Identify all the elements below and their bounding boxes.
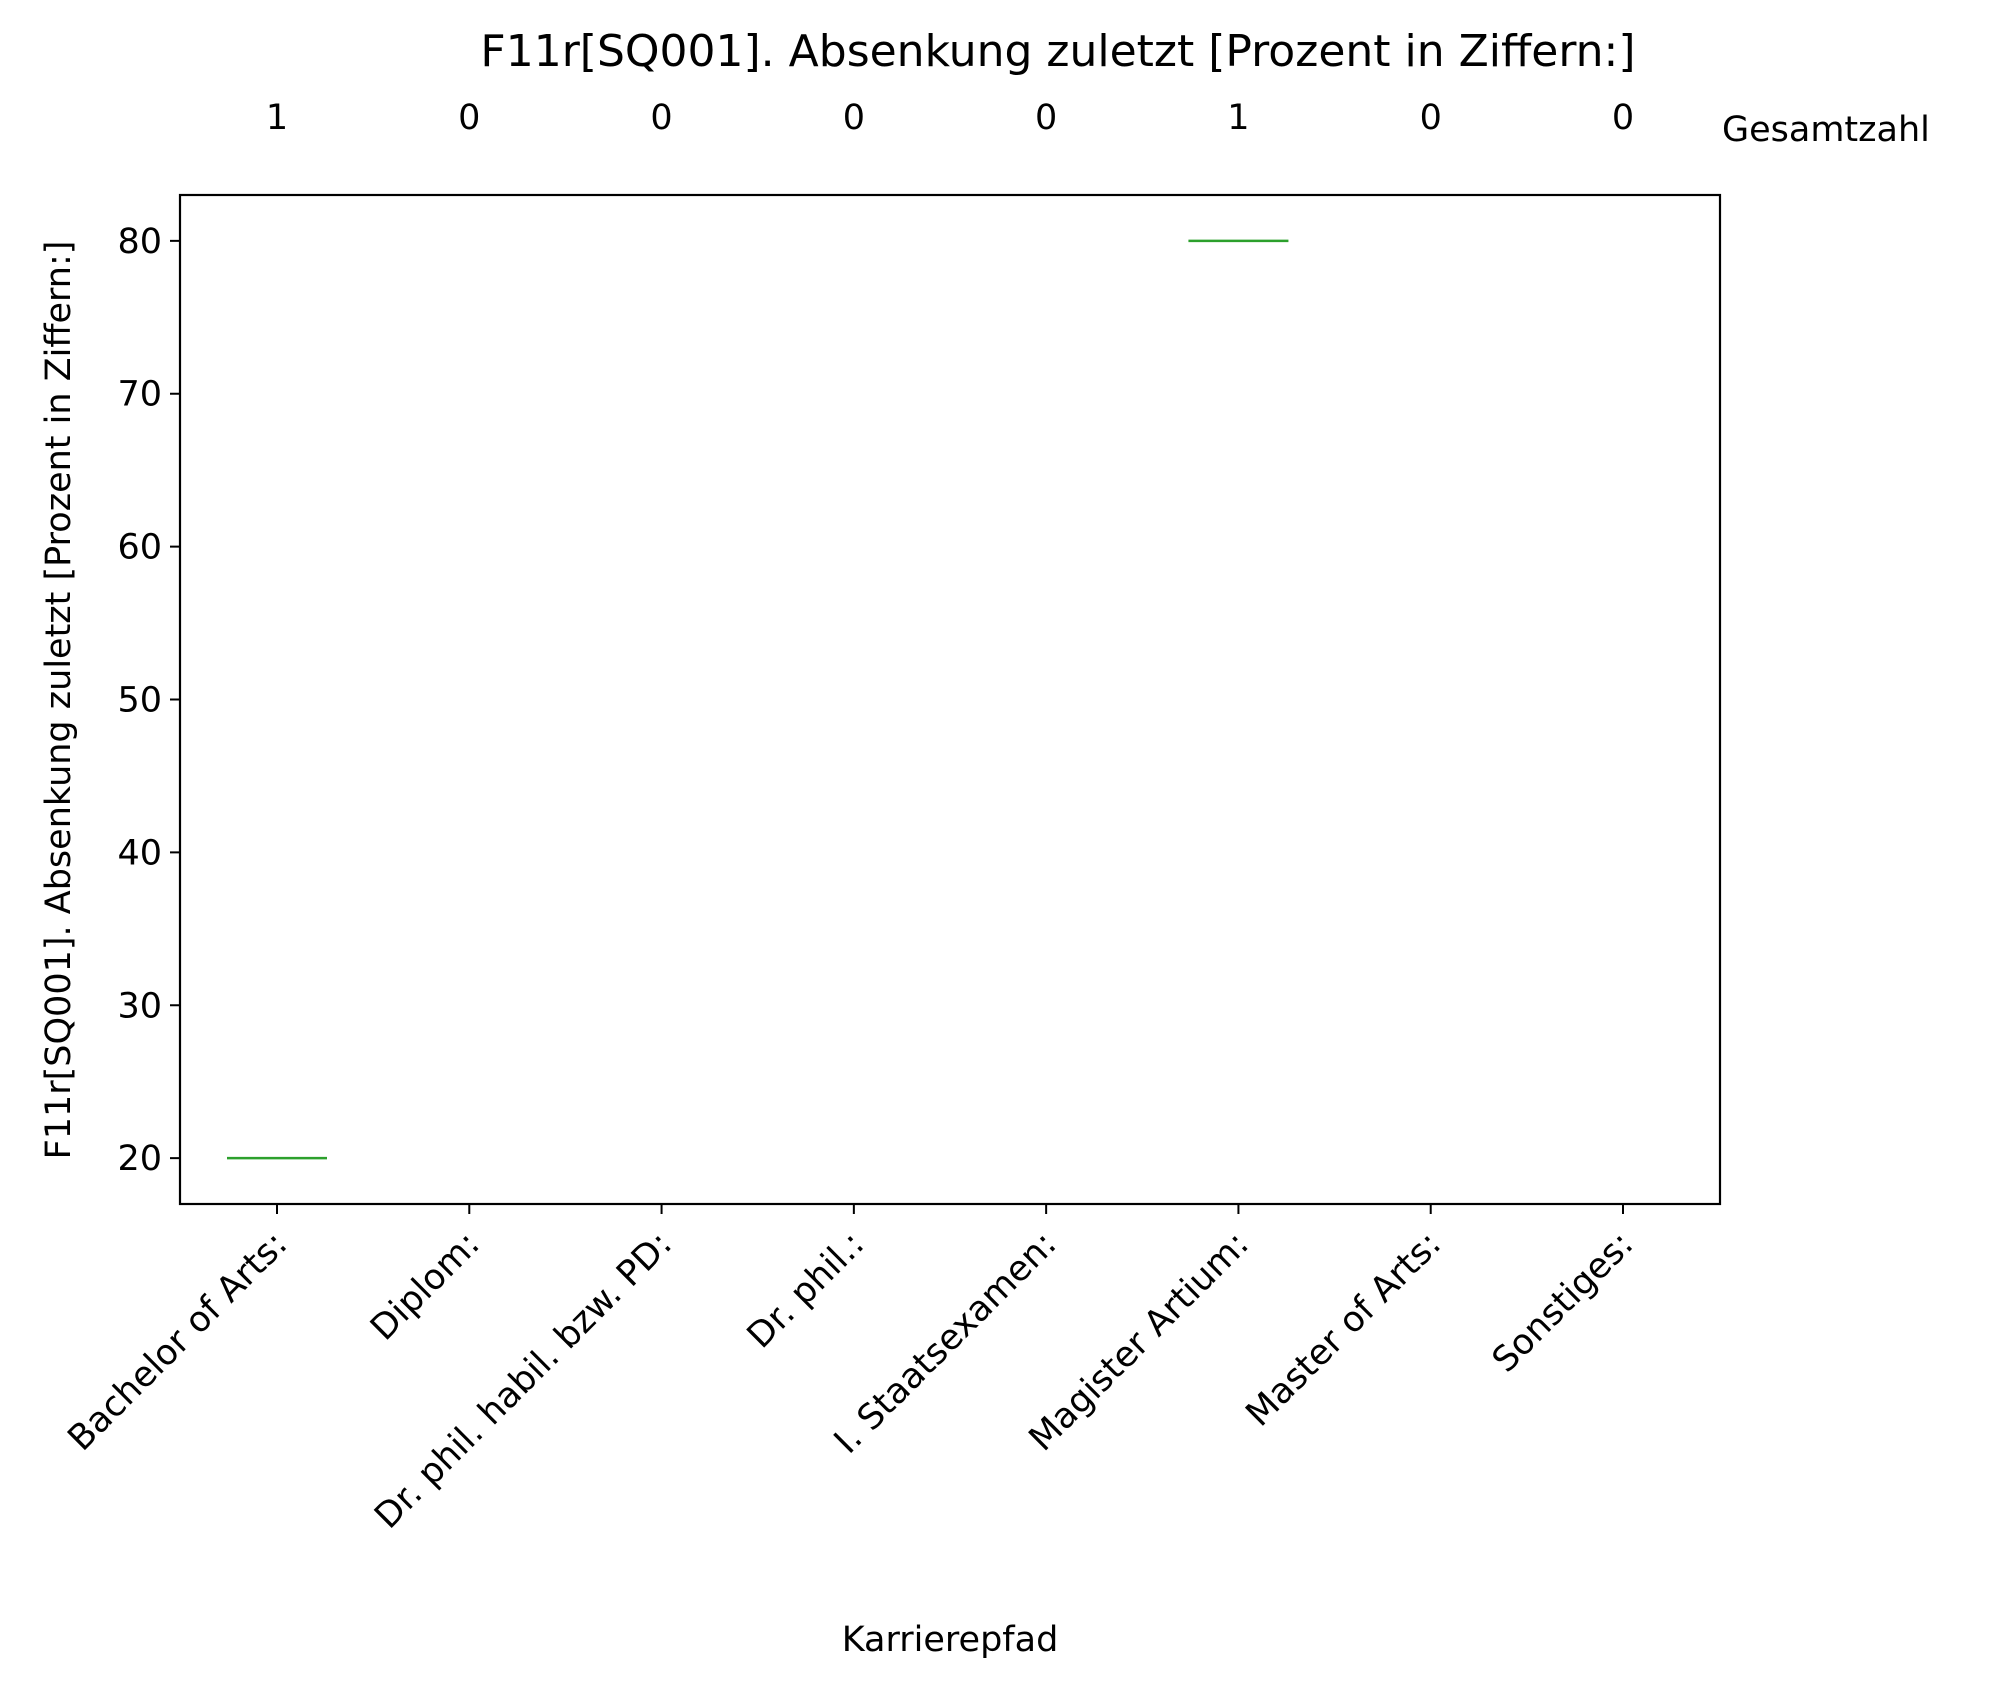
y-tick-label: 80 [117,222,162,262]
y-tick-label: 40 [117,833,162,873]
count-label: 1 [266,98,288,138]
x-tick-label: Sonstiges: [1485,1224,1641,1380]
count-label: 0 [1035,98,1057,138]
x-tick-label: Dr. phil.: [740,1224,872,1356]
plot-marks [227,239,1289,1160]
y-axis-label: F11r[SQ001]. Absenkung zuletzt [Prozent … [39,241,79,1160]
x-tick-label: Bachelor of Arts: [61,1224,296,1459]
count-label: 0 [650,98,672,138]
y-tick-label: 60 [117,528,162,568]
count-label-title: Gesamtzahl [1722,110,1930,150]
chart-title: F11r[SQ001]. Absenkung zuletzt [Prozent … [480,26,1635,77]
count-labels: 1 0 0 0 0 1 0 0 [266,98,1634,138]
count-label: 0 [843,98,865,138]
plot-frame [178,193,1722,1206]
y-tick-label: 30 [117,986,162,1026]
y-tick-label: 50 [117,681,162,721]
x-axis: Bachelor of Arts: Diplom:Dr. phil. habil.… [61,1204,1641,1537]
count-label: 1 [1227,98,1249,138]
x-axis-label: Karrierepfad [842,1620,1059,1660]
x-tick-label: Diplom: [363,1224,487,1348]
count-label: 0 [1420,98,1442,138]
x-tick-label: Master of Arts: [1239,1224,1449,1434]
y-axis: 20 30 40 50 60 70 80 [117,222,180,1179]
count-label: 0 [1612,98,1634,138]
count-label: 0 [458,98,480,138]
y-tick-label: 70 [117,375,162,415]
y-tick-label: 20 [117,1139,162,1179]
